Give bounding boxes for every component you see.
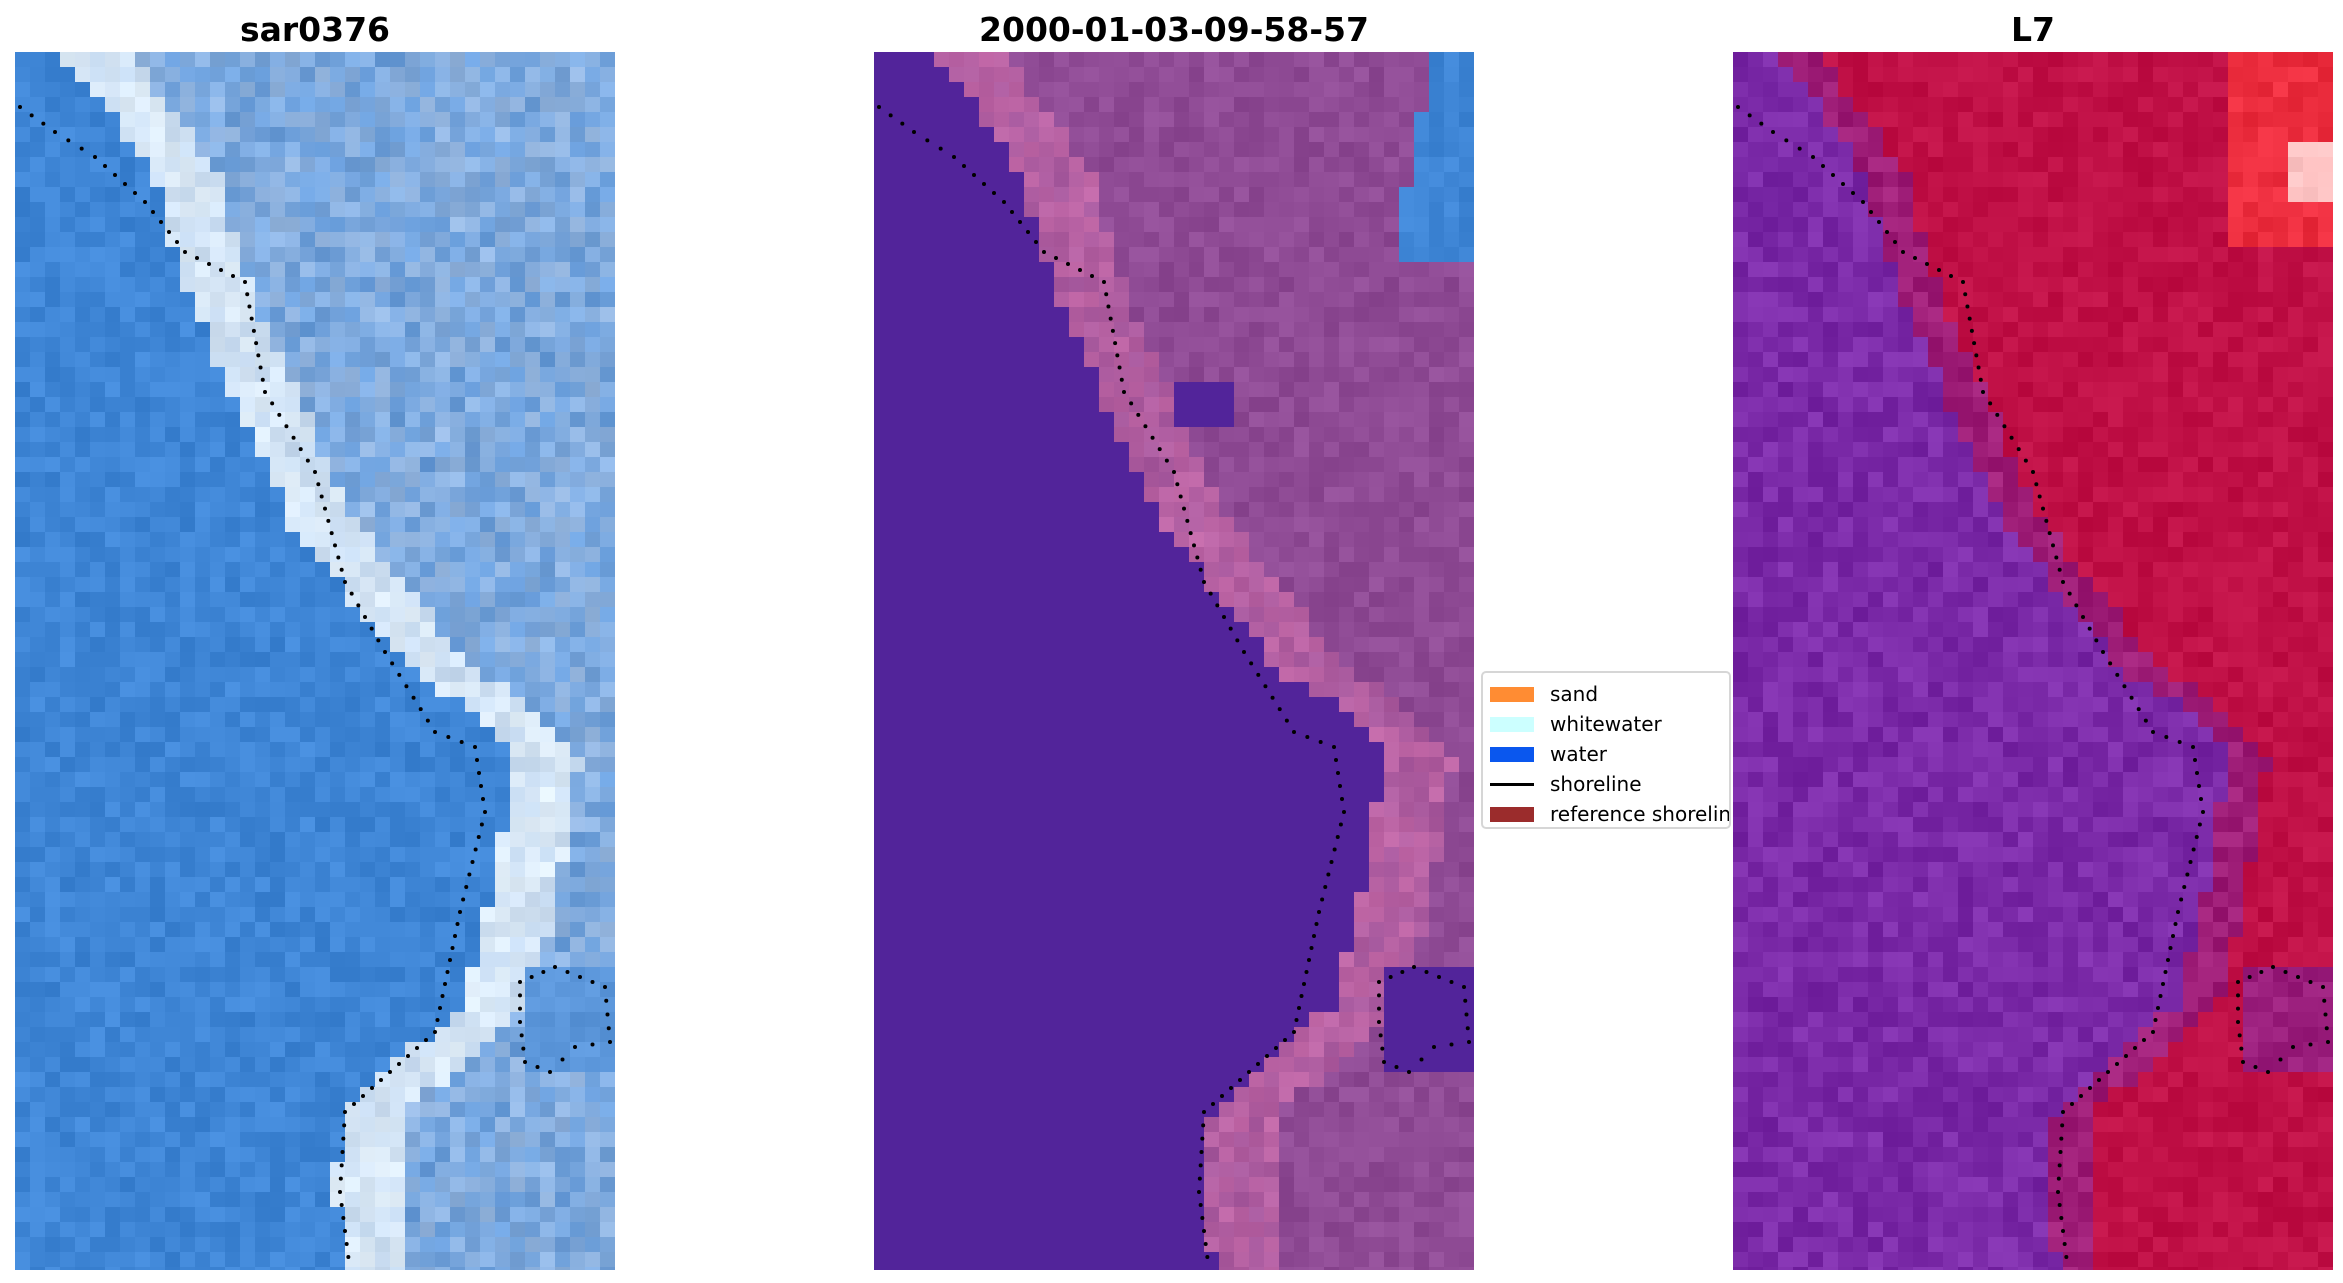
legend-swatch-reference-shoreline: [1490, 807, 1534, 822]
legend: sand whitewater water shoreline referenc…: [1481, 671, 1731, 829]
panel-title-classified: 2000-01-03-09-58-57: [979, 10, 1369, 49]
shoreline-rgb: [18, 105, 487, 1259]
legend-label-water: water: [1550, 742, 1607, 766]
legend-label-shoreline: shoreline: [1550, 772, 1642, 796]
shoreline-classified: [877, 105, 1346, 1259]
legend-label-whitewater: whitewater: [1550, 712, 1662, 736]
legend-swatch-sand: [1490, 687, 1534, 702]
classified-image: [874, 52, 1474, 1270]
legend-swatch-whitewater: [1490, 717, 1534, 732]
shoreline-index: [1736, 105, 2205, 1259]
legend-item-reference-shoreline: reference shoreline: [1483, 799, 1731, 827]
legend-swatch-water: [1490, 747, 1534, 762]
pool-outline-index: [2236, 965, 2330, 1074]
pool-outline-classified: [1377, 965, 1471, 1074]
legend-item-water: water: [1483, 739, 1729, 769]
pool-outline-rgb: [518, 965, 612, 1074]
panel-title-index: L7: [2011, 10, 2055, 49]
rgb-image: [15, 52, 615, 1270]
legend-label-sand: sand: [1550, 682, 1599, 706]
legend-label-reference-shoreline: reference shoreline: [1550, 802, 1731, 826]
index-image-panel: [1733, 52, 2333, 1270]
panel-title-rgb: sar0376: [239, 10, 391, 49]
legend-item-whitewater: whitewater: [1483, 709, 1729, 739]
legend-item-sand: sand: [1483, 679, 1729, 709]
classified-image-panel: [874, 52, 1474, 1270]
rgb-image-panel: [15, 52, 615, 1270]
legend-line-shoreline: [1490, 783, 1534, 786]
legend-item-shoreline: shoreline: [1483, 769, 1729, 799]
index-image: [1733, 52, 2333, 1270]
